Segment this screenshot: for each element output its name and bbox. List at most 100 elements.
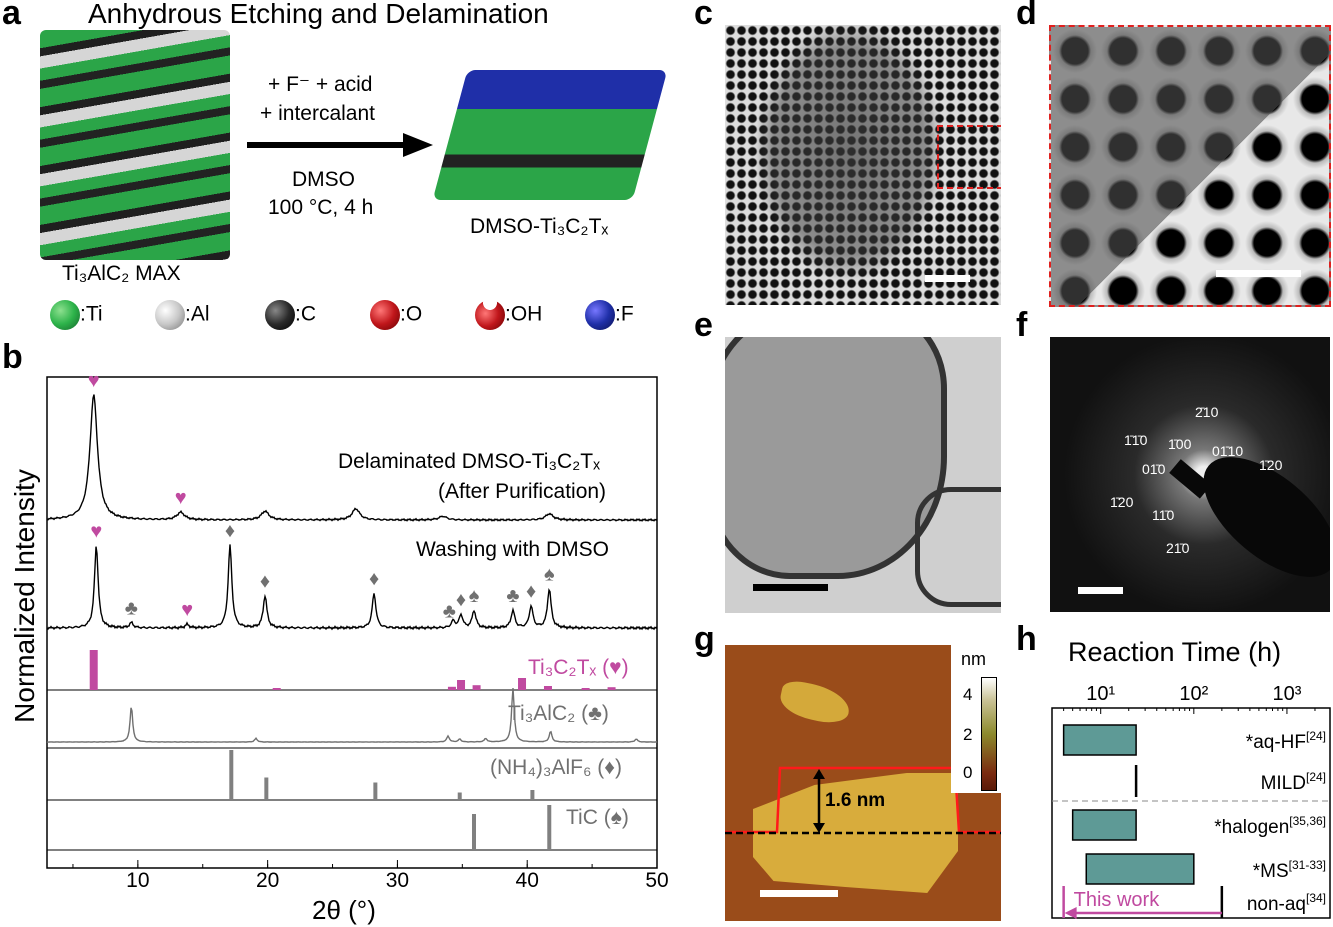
reference-stick — [607, 687, 616, 690]
time-range-bar — [1071, 809, 1137, 841]
plot-frame — [1051, 707, 1331, 919]
sem-image-d — [1049, 25, 1331, 307]
xrd-x-axis-label: 2θ (°) — [312, 895, 376, 925]
reaction-time-chart: 10¹ 10² 10³ *aq-HF[24] MILD[24] *halogen[35,3… — [1051, 683, 1331, 919]
spot-label: 2̄10 — [1195, 404, 1219, 420]
legend-oh: :OH — [475, 300, 585, 330]
x-tick-label: 10¹ — [1086, 683, 1115, 705]
spot-label: 1̄20 — [1110, 494, 1134, 510]
reference-stick — [447, 686, 456, 690]
panel-label-e: e — [694, 306, 713, 344]
series-sublabel-delaminated: (After Purification) — [438, 480, 607, 503]
peak-marker: ♣ — [443, 601, 456, 623]
scale-bar — [760, 890, 838, 897]
reaction-time-title: Reaction Time (h) — [1068, 637, 1282, 667]
legend-o: :O — [370, 300, 475, 330]
x-tick-label: 10 — [126, 869, 149, 892]
max-phase-structure — [40, 30, 230, 260]
spot-label: 01̄10 — [1212, 443, 1244, 459]
ref-label-ti3alc2: Ti₃AlC₂ (♣) — [508, 702, 609, 725]
panel-label-b: b — [2, 338, 23, 376]
panel-label-c: c — [694, 0, 713, 32]
this-work-arrowhead — [1064, 907, 1077, 919]
atom-legend: :Ti :Al :C :O :OH :F — [50, 300, 665, 330]
colorbar — [981, 677, 997, 791]
peak-marker: ♥ — [90, 520, 102, 542]
tem-image-e — [725, 337, 1001, 613]
peak-marker: ♠ — [544, 563, 555, 585]
spot-label: 01̄0 — [1142, 461, 1166, 477]
peak-marker: ♠ — [469, 585, 480, 607]
afm-image: 1.6 nm nm 4 2 0 — [725, 645, 1001, 921]
reference-stick — [543, 686, 552, 690]
colorbar-tick: 2 — [963, 725, 973, 744]
x-tick-label: 30 — [386, 869, 409, 892]
panel-label-d: d — [1016, 0, 1037, 32]
xrd-plot: 10 20 30 40 50♥♥♥♣ ♥♦♦ ♦♣♦ ♠ ♣ ♦♠ — [46, 370, 669, 892]
scale-bar — [753, 584, 828, 591]
plot-frame — [46, 376, 658, 869]
x-tick-label: 50 — [645, 869, 668, 892]
panel-label-g: g — [694, 620, 715, 658]
panel-label-h: h — [1016, 620, 1037, 658]
series-label-delaminated: Delaminated DMSO-Ti₃C₂Tₓ — [338, 450, 601, 473]
peak-marker: ♥ — [88, 370, 100, 392]
xrd-curve — [46, 687, 658, 743]
ref-label-nh4-alf6: (NH₄)₃AlF₆ (♦) — [490, 756, 622, 779]
legend-c: :C — [265, 300, 370, 330]
legend-ti: :Ti — [50, 300, 155, 330]
sem-image-c — [725, 25, 1001, 305]
max-phase-label: Ti₃AlC₂ MAX — [62, 262, 181, 285]
category-label: *MS[31-33] — [1253, 858, 1326, 882]
peak-marker: ♦ — [260, 570, 270, 592]
colorbar-panel: nm 4 2 0 — [951, 645, 1001, 793]
spot-label: 21̄0 — [1166, 540, 1190, 556]
peak-marker: ♥ — [175, 487, 187, 509]
solvent-label: DMSO — [292, 168, 355, 191]
colorbar-unit: nm — [961, 649, 987, 669]
xrd-curve — [46, 544, 658, 631]
conditions-label: 100 °C, 4 h — [268, 196, 374, 219]
category-label: non-aq[34] — [1247, 891, 1326, 915]
spot-label: 1̄1̄0 — [1124, 432, 1148, 448]
x-tick-label: 20 — [256, 869, 279, 892]
ref-label-ti3c2tx: Ti₃C₂Tₓ (♥) — [528, 656, 629, 679]
reference-stick — [264, 777, 269, 800]
scale-bar — [925, 275, 970, 282]
reference-stick — [472, 814, 476, 850]
this-work-label: This work — [1074, 889, 1161, 911]
spot-label: 1̄00 — [1168, 436, 1192, 452]
peak-marker: ♣ — [125, 597, 138, 619]
peak-marker: ♦ — [225, 520, 235, 542]
scale-bar — [1078, 587, 1123, 594]
reference-stick — [530, 790, 535, 800]
spot-label: 11̄0 — [1152, 507, 1175, 523]
time-range-bar — [1085, 853, 1195, 885]
reagents-line2: + intercalant — [260, 102, 375, 125]
saed-pattern: 2̄10 1̄1̄0 1̄00 01̄10 1̄20 01̄0 1̄20 11̄… — [1050, 337, 1330, 612]
reference-stick — [581, 688, 590, 690]
time-range-bar — [1062, 724, 1137, 756]
reference-stick — [457, 680, 466, 690]
panel-label-f: f — [1016, 306, 1028, 344]
category-label: *halogen[35,36] — [1214, 814, 1326, 838]
legend-f: :F — [585, 300, 665, 330]
peak-marker: ♦ — [369, 568, 379, 590]
panel-a-title: Anhydrous Etching and Delamination — [88, 0, 549, 29]
spot-label: 1̄20 — [1259, 457, 1283, 473]
reference-stick — [229, 750, 234, 800]
colorbar-tick: 4 — [963, 685, 973, 704]
reaction-arrow — [247, 133, 433, 157]
x-tick-label: 10² — [1179, 683, 1208, 705]
peak-marker: ♦ — [526, 580, 536, 602]
xrd-curve — [46, 394, 658, 522]
reference-stick — [547, 805, 552, 850]
zoom-region-box — [937, 125, 1001, 189]
reagents-line1: + F⁻ + acid — [268, 73, 373, 96]
colorbar-tick: 0 — [963, 763, 973, 782]
reference-stick — [472, 685, 481, 690]
product-label: DMSO-Ti₃C₂Tₓ — [470, 215, 609, 238]
reference-stick — [373, 782, 378, 800]
height-profile — [725, 766, 1001, 835]
